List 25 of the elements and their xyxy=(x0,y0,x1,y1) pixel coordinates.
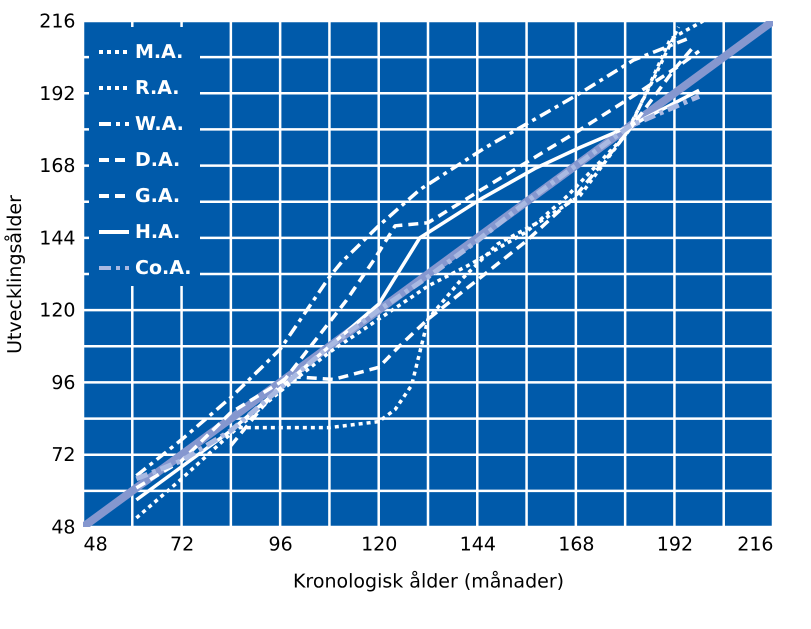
x-tick-label: 216 xyxy=(737,534,774,556)
y-tick-label: 120 xyxy=(39,300,76,322)
x-tick-label: 72 xyxy=(170,534,194,556)
x-tick-label: 96 xyxy=(268,534,293,556)
x-tick-label: 120 xyxy=(361,534,398,556)
x-tick-label: 168 xyxy=(558,534,594,556)
y-tick-label: 144 xyxy=(39,227,76,250)
legend-label: Co.A. xyxy=(135,257,192,279)
y-axis-title: Utvecklingsålder xyxy=(4,194,26,354)
y-tick-label: 168 xyxy=(39,155,76,178)
y-tick-label: 192 xyxy=(39,82,76,105)
legend-label: D.A. xyxy=(135,149,180,171)
legend-label: M.A. xyxy=(135,41,184,63)
y-tick-label: 48 xyxy=(51,516,76,538)
legend-label: W.A. xyxy=(135,113,184,135)
x-axis-title: Kronologisk ålder (månader) xyxy=(292,570,564,592)
x-tick-label: 192 xyxy=(656,534,694,556)
legend-label: R.A. xyxy=(135,77,180,99)
y-tick-label: 96 xyxy=(51,372,76,394)
y-tick-label: 72 xyxy=(51,444,76,466)
x-tick-label: 48 xyxy=(84,534,108,556)
x-tick-label: 144 xyxy=(460,534,496,556)
y-tick-label: 216 xyxy=(39,10,76,32)
legend-label: H.A. xyxy=(135,221,180,243)
legend-label: G.A. xyxy=(135,185,180,207)
